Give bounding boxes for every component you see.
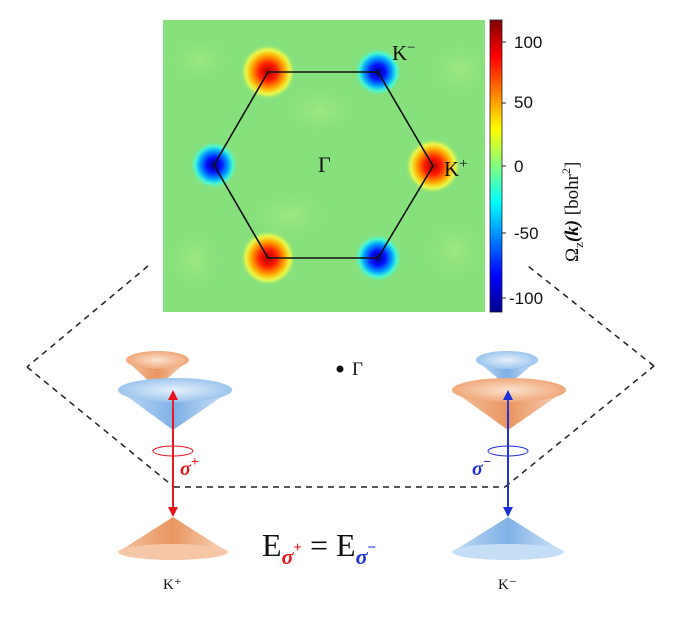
sigma-plus-label: σ+ (180, 455, 199, 480)
k-minus-valley (452, 351, 566, 560)
gamma-point (336, 365, 344, 373)
k-plus-valley (118, 351, 232, 560)
colorbar-tick: -100 (509, 289, 543, 308)
berry-curvature-map (163, 20, 485, 312)
colorbar-tick: -50 (514, 224, 539, 243)
colorbar-label: Ωz(k) [bohr2] (559, 162, 586, 262)
k-plus-bottom-label: K⁺ (163, 577, 182, 593)
energy-equation: Eσ+ = Eσ− (262, 527, 376, 569)
sigma-minus-label: σ− (472, 455, 491, 480)
colorbar: 100 50 0 -50 -100 Ωz(k) [bohr2] (489, 19, 586, 313)
gamma-label-map: Γ (318, 152, 331, 177)
k-plus-label-map: K+ (444, 156, 468, 181)
brillouin-zone-hexagon (213, 71, 434, 259)
colorbar-tick: 50 (514, 93, 533, 112)
gamma-label-valley: Γ (352, 359, 363, 380)
perspective-brillouin-zone (26, 265, 655, 488)
colorbar-tick: 100 (514, 33, 542, 52)
colorbar-tick: 0 (514, 157, 523, 176)
k-minus-label-map: K− (392, 40, 416, 65)
k-minus-bottom-label: K⁻ (498, 577, 517, 593)
